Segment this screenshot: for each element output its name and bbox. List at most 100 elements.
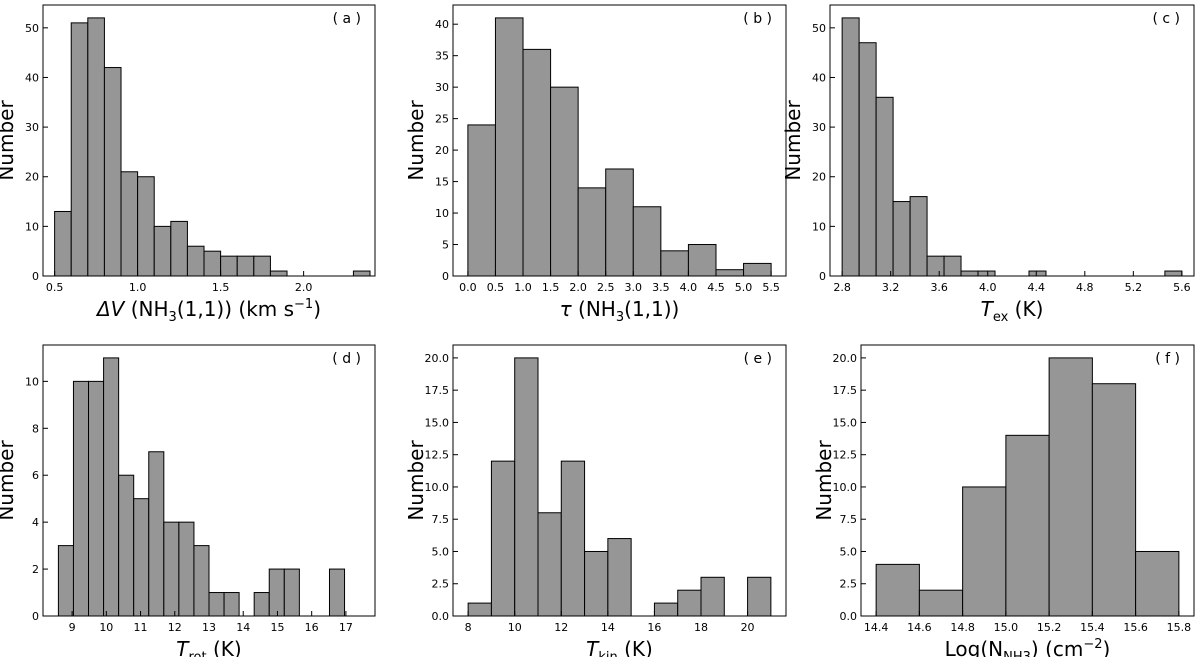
histogram-bar [1005,434,1050,617]
histogram-bar [522,48,552,277]
y-tick-label: 5 [442,239,449,252]
x-tick-label: 4.4 [1028,281,1046,294]
histogram-bar [1135,550,1180,617]
x-tick-label: 12 [168,621,182,634]
plot-frame [452,4,787,277]
histogram-bar [54,210,72,277]
histogram-bar [1028,270,1047,277]
panel-delta-v: 0.5 1.0 1.5 2.0 0 10 20 30 40 50 ( a ) Number ΔV (NH… [0,4,376,325]
y-tick-label: 35 [435,50,449,63]
panel-label: ( b ) [743,11,772,27]
histogram-bar [72,380,90,617]
x-tick-label: 2.8 [833,281,851,294]
y-axis-title: Number [404,440,428,521]
histogram-bar [153,225,172,277]
histogram-bar [700,576,725,617]
panel-label: ( f ) [1155,351,1180,367]
x-tick-label: 5.2 [1125,281,1143,294]
histogram-bar [607,538,632,617]
x-tick-label: 14 [601,621,615,634]
x-tick-label: 15.6 [1123,621,1148,634]
histogram-bar [208,592,225,617]
panel-label: ( c ) [1152,11,1180,27]
y-tick-label: 15 [435,176,449,189]
y-tick-label: 15.0 [833,416,858,429]
histogram-bar [584,550,609,617]
plot-frame [452,344,787,617]
histogram-bar [1048,357,1093,617]
plot-frame [860,344,1195,617]
histogram-bar [858,42,877,277]
y-tick-label: 10 [25,375,39,388]
y-tick-label: 4 [32,516,39,529]
histogram-bar [960,270,979,277]
x-tick-label: 17 [339,621,353,634]
histogram-bar [962,486,1007,617]
x-axis-title: Tkin (K) [586,637,653,657]
histogram-bar [490,460,516,617]
y-axis-title: Number [404,100,428,181]
histogram-bar [943,255,962,277]
x-tick-label: 20 [741,621,755,634]
y-tick-label: 40 [435,18,449,31]
y-tick-label: 10 [435,207,449,220]
histogram-bar [977,270,996,277]
x-tick-label: 11 [134,621,148,634]
panel-t-ex: 2.8 3.2 3.6 4.0 4.4 4.8 5.2 5.6 0 10 20 30 40 50 ( c )… [781,4,1195,325]
plot-frame [42,4,376,277]
histogram-bar [269,270,288,277]
y-tick-label: 10.0 [425,481,450,494]
x-tick-label: 4.0 [680,281,698,294]
panel-log-n-nh3: 14.4 14.6 14.8 15.0 15.2 15.4 15.6 15.8 0.0 2.5 5.… [812,344,1195,657]
histogram-bar [148,451,165,617]
histogram-bar [223,592,240,617]
histogram-bar [514,357,539,617]
y-tick-label: 8 [32,422,39,435]
x-tick-label: 5.5 [762,281,780,294]
histogram-bar [1091,383,1137,617]
x-tick-label: 15.0 [994,621,1019,634]
histogram-bar [220,255,238,277]
x-axis-title: ΔV (NH3(1,1)) (km s−1) [95,297,321,325]
histogram-bar [133,498,150,617]
histogram-bar [352,270,371,277]
histogram-bar [743,262,772,277]
y-tick-label: 0 [442,270,449,283]
x-tick-label: 0.5 [46,281,64,294]
x-tick-label: 14.8 [950,621,975,634]
histogram-bar [253,592,270,617]
y-tick-label: 40 [812,71,826,84]
panel-t-rot: 9 10 11 12 13 14 15 16 17 0 2 4 6 8 10 ( d ) Number Trot … [0,344,376,657]
y-tick-label: 15.0 [425,416,450,429]
histogram-bar [560,460,586,617]
histogram-bar [632,206,662,277]
y-tick-label: 0 [819,270,826,283]
y-tick-label: 10.0 [833,481,858,494]
histogram-bar [909,196,928,277]
y-tick-label: 0.0 [432,610,450,623]
y-tick-label: 25 [435,113,449,126]
x-tick-label: 1.5 [212,281,230,294]
x-axis-title: τ (NH3(1,1)) [560,297,680,325]
histogram-bar [660,250,689,277]
histogram-bar [193,545,210,617]
y-tick-label: 2 [32,563,39,576]
x-tick-label: 14 [236,621,250,634]
histogram-bar [253,255,271,277]
histogram-bar [467,602,492,617]
histogram-bar [57,545,74,617]
histogram-bar [918,589,964,617]
y-tick-label: 40 [25,71,39,84]
histogram-bar [875,96,894,277]
y-tick-label: 50 [25,22,39,35]
y-tick-label: 5.0 [432,545,450,558]
histogram-bar [170,220,188,277]
histogram-bar [550,86,579,277]
histogram-bar [494,17,524,277]
panel-label: ( d ) [332,351,361,367]
histogram-bar [537,512,562,617]
histogram-bar [118,474,135,617]
x-tick-label: 3.6 [930,281,948,294]
histogram-bar [103,67,122,277]
x-tick-label: 3.0 [625,281,643,294]
